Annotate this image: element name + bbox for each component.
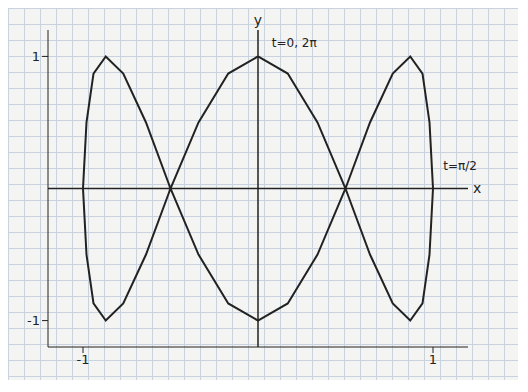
svg-text:1: 1	[429, 352, 437, 367]
svg-text:1: 1	[32, 49, 40, 64]
svg-text:-1: -1	[77, 352, 90, 367]
svg-text:t=0, 2π: t=0, 2π	[272, 36, 317, 50]
svg-text:x: x	[473, 180, 481, 196]
svg-text:-1: -1	[27, 313, 40, 328]
svg-text:y: y	[254, 12, 262, 28]
svg-text:t=π/2: t=π/2	[443, 159, 477, 173]
